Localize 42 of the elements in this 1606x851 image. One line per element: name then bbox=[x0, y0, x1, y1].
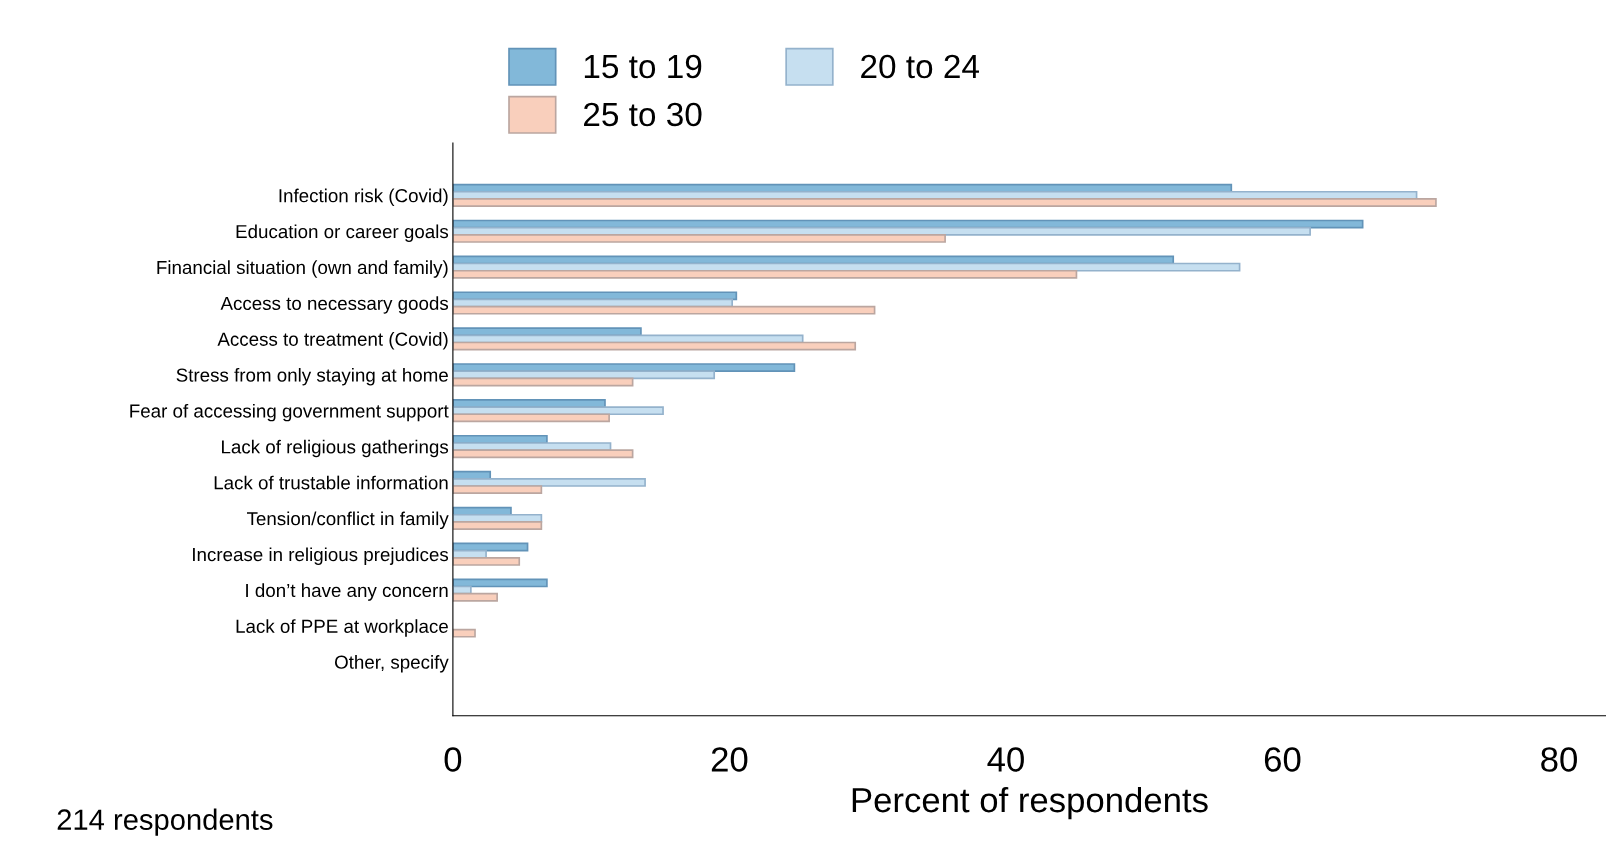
y-tick-label: Other, specify bbox=[334, 655, 449, 673]
x-tick-label: 80 bbox=[1541, 747, 1577, 772]
bar bbox=[452, 291, 738, 301]
bar bbox=[452, 334, 804, 344]
y-tick-label: Tension/conflict in family bbox=[247, 511, 449, 530]
y-tick-label: Infection risk (Covid) bbox=[279, 188, 448, 207]
bar bbox=[452, 556, 521, 566]
y-tick-label: Education or career goals bbox=[236, 224, 449, 242]
x-tick-label: 60 bbox=[1264, 747, 1301, 772]
y-tick-label: Increase in religious prejudices bbox=[193, 547, 449, 565]
x-tick-label: 20 bbox=[711, 747, 748, 772]
bar bbox=[452, 370, 716, 380]
bar bbox=[452, 413, 610, 423]
y-tick-label: Financial situation (own and family) bbox=[157, 260, 448, 278]
y-tick-label: Lack of PPE at workplace bbox=[236, 619, 448, 637]
bar bbox=[452, 485, 543, 495]
bar bbox=[452, 341, 857, 351]
y-tick-label: Stress from only staying at home bbox=[176, 367, 448, 386]
x-tick-label: 0 bbox=[444, 747, 462, 772]
y-tick-label: Access to treatment (Covid) bbox=[217, 332, 448, 350]
bar bbox=[452, 449, 634, 459]
y-tick-label: Lack of trustable information bbox=[214, 475, 448, 490]
bar bbox=[452, 377, 634, 387]
legend-label: 25 to 30 bbox=[584, 102, 702, 127]
bar bbox=[452, 521, 543, 530]
y-tick-label: Fear of accessing government support bbox=[130, 403, 449, 422]
y-tick-label: I don’t have any concern bbox=[246, 583, 448, 601]
legend-label: 15 to 19 bbox=[584, 54, 702, 79]
y-tick-label: Access to necessary goods bbox=[220, 296, 449, 314]
bar bbox=[452, 592, 498, 602]
bar bbox=[452, 578, 548, 588]
legend-label: 20 to 24 bbox=[861, 54, 979, 79]
bar bbox=[452, 628, 476, 638]
bar bbox=[452, 269, 1078, 279]
bar bbox=[452, 478, 646, 487]
y-tick-label: Lack of religious gatherings bbox=[222, 439, 449, 458]
bar bbox=[452, 233, 946, 243]
text: 214 respondents bbox=[57, 808, 273, 836]
bar bbox=[452, 305, 876, 315]
x-tick-label: 40 bbox=[987, 747, 1024, 772]
bar bbox=[452, 198, 1437, 207]
x-axis-title: Percent of respondents bbox=[852, 786, 1208, 820]
